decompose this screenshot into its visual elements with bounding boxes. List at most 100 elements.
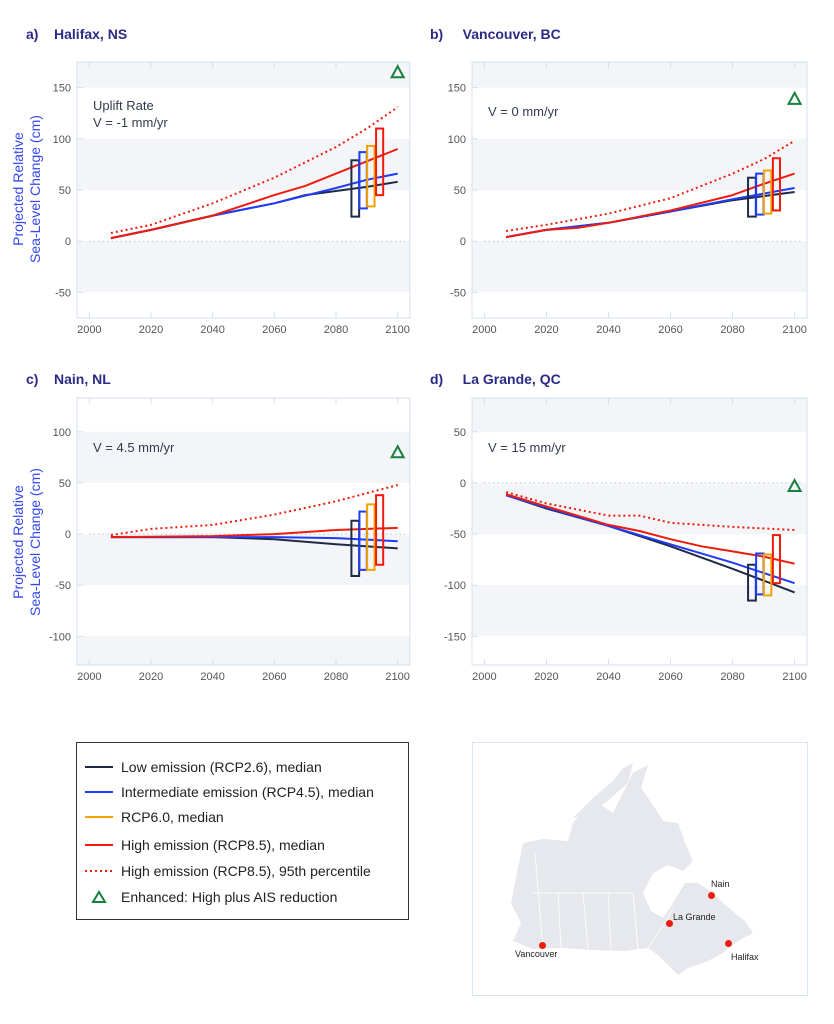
y-tick-label: 150: [448, 83, 466, 95]
legend-item-enhanced: Enhanced: High plus AIS reduction: [85, 887, 337, 907]
y-tick-label: 50: [454, 185, 466, 197]
legend-swatch: [85, 816, 113, 818]
legend: Low emission (RCP2.6), median Intermediat…: [76, 742, 409, 920]
panel-b: -50 0 50 100 150 2000 2020 2040 2060 2080 2100 V = …: [448, 61, 808, 336]
series-high: [505, 493, 795, 565]
range-box-rcp60: [762, 169, 773, 215]
x-tick-label: 2060: [658, 671, 682, 683]
plot-frame: [471, 397, 808, 666]
range-box-high: [771, 534, 782, 585]
legend-swatch: [85, 870, 113, 872]
triangle-icon: [91, 890, 107, 903]
legend-label: RCP6.0, median: [121, 809, 224, 825]
city-marker-halifax: [725, 940, 732, 947]
panel-c: -100 -50 0 50 100 2000 2020 2040 2060 2080 2100 V =…: [49, 397, 411, 683]
panel-c-title: c) Nain, NL: [26, 371, 111, 387]
x-tick-label: 2100: [782, 671, 806, 683]
legend-item-high: High emission (RCP8.5), median: [85, 835, 325, 855]
x-tick-label: 2000: [472, 671, 496, 683]
x-tick-label: 2100: [385, 324, 409, 336]
legend-swatch: [85, 844, 113, 846]
city-label: La Grande: [673, 912, 716, 922]
legend-label: High emission (RCP8.5), 95th percentile: [121, 863, 371, 879]
y-tick-label: 50: [59, 478, 71, 490]
range-box-high: [375, 127, 385, 197]
y-tick-label: -100: [444, 580, 466, 592]
canada-islands: [573, 763, 673, 855]
background-band: [77, 636, 410, 665]
background-band: [472, 62, 807, 88]
y-tick-label: 0: [460, 236, 466, 248]
background-band: [472, 241, 807, 293]
y-tick-label: 50: [454, 427, 466, 439]
background-band: [77, 138, 410, 190]
y-tick-label: -150: [444, 631, 466, 643]
y-tick-label: 0: [65, 529, 71, 541]
y-tick-label: -50: [450, 287, 466, 299]
y-tick-label: -50: [450, 529, 466, 541]
legend-swatch: [85, 766, 113, 768]
y-tick-label: 100: [53, 427, 71, 439]
y-tick-label: 150: [53, 83, 71, 95]
series-high: [110, 148, 399, 240]
city-label: Halifax: [731, 952, 759, 962]
uplift-rate-annotation: V = 4.5 mm/yr: [93, 440, 175, 455]
uplift-rate-annotation: V = -1 mm/yr: [93, 115, 168, 130]
y-tick-label: -50: [55, 287, 71, 299]
x-tick-label: 2040: [200, 671, 224, 683]
city-label: Vancouver: [515, 949, 558, 959]
background-band: [472, 585, 807, 637]
y-tick-label: -50: [55, 580, 71, 592]
panel-d: -150 -100 -50 0 50 2000 2020 2040 2060 2080 2100 V …: [444, 397, 808, 683]
y-tick-label: 100: [448, 134, 466, 146]
charts-canvas: -50 0 50 100 150 2000 2020 2040 2060 2080 2100 Upli…: [49, 61, 808, 683]
x-tick-label: 2080: [324, 671, 348, 683]
x-tick-label: 2060: [262, 324, 286, 336]
x-tick-label: 2100: [385, 671, 409, 683]
x-tick-label: 2100: [782, 324, 806, 336]
range-box-rcp60: [366, 144, 376, 208]
enhanced-triangle-marker: [389, 444, 406, 459]
series-intermediate: [505, 494, 795, 585]
canada-map-svg: [511, 763, 753, 975]
y-tick-label: 0: [65, 236, 71, 248]
y-tick-label: -100: [49, 631, 71, 643]
background-band: [472, 398, 807, 432]
plot-frame: [76, 397, 411, 666]
background-band: [77, 431, 410, 483]
city-marker-la-grande: [666, 920, 673, 927]
legend-label: Enhanced: High plus AIS reduction: [121, 889, 338, 905]
city-marker-nain: [708, 892, 715, 899]
enhanced-triangle-marker: [389, 64, 406, 79]
panel-b-title: b) Vancouver, BC: [430, 26, 561, 42]
x-tick-label: 2000: [472, 324, 496, 336]
x-tick-label: 2020: [534, 671, 558, 683]
series-high: [110, 526, 398, 539]
enhanced-triangle-marker: [786, 90, 803, 105]
canada-map: Vancouver La Grande Nain Halifax: [472, 742, 808, 996]
province-borders: [533, 852, 674, 952]
x-tick-label: 2000: [77, 671, 101, 683]
x-tick-label: 2080: [324, 324, 348, 336]
legend-item-intermediate: Intermediate emission (RCP4.5), median: [85, 782, 374, 802]
legend-item-high-95th: High emission (RCP8.5), 95th percentile: [85, 861, 371, 881]
range-box-rcp60: [366, 503, 376, 571]
series-high: [505, 172, 795, 239]
x-tick-label: 2020: [534, 324, 558, 336]
x-tick-label: 2040: [596, 671, 620, 683]
uplift-rate-annotation: V = 15 mm/yr: [488, 440, 566, 455]
background-band: [77, 62, 410, 88]
legend-item-rcp60: RCP6.0, median: [85, 807, 224, 827]
city-label: Nain: [711, 879, 730, 889]
y-tick-label: 0: [460, 478, 466, 490]
background-band: [77, 241, 410, 293]
legend-swatch: [85, 791, 113, 793]
city-marker-vancouver: [539, 942, 546, 949]
y-tick-label: 100: [53, 134, 71, 146]
uplift-rate-annotation: Uplift Rate: [93, 98, 154, 113]
y-tick-label: 50: [59, 185, 71, 197]
x-tick-label: 2020: [139, 324, 163, 336]
series-high95: [110, 106, 399, 234]
x-tick-label: 2060: [658, 324, 682, 336]
